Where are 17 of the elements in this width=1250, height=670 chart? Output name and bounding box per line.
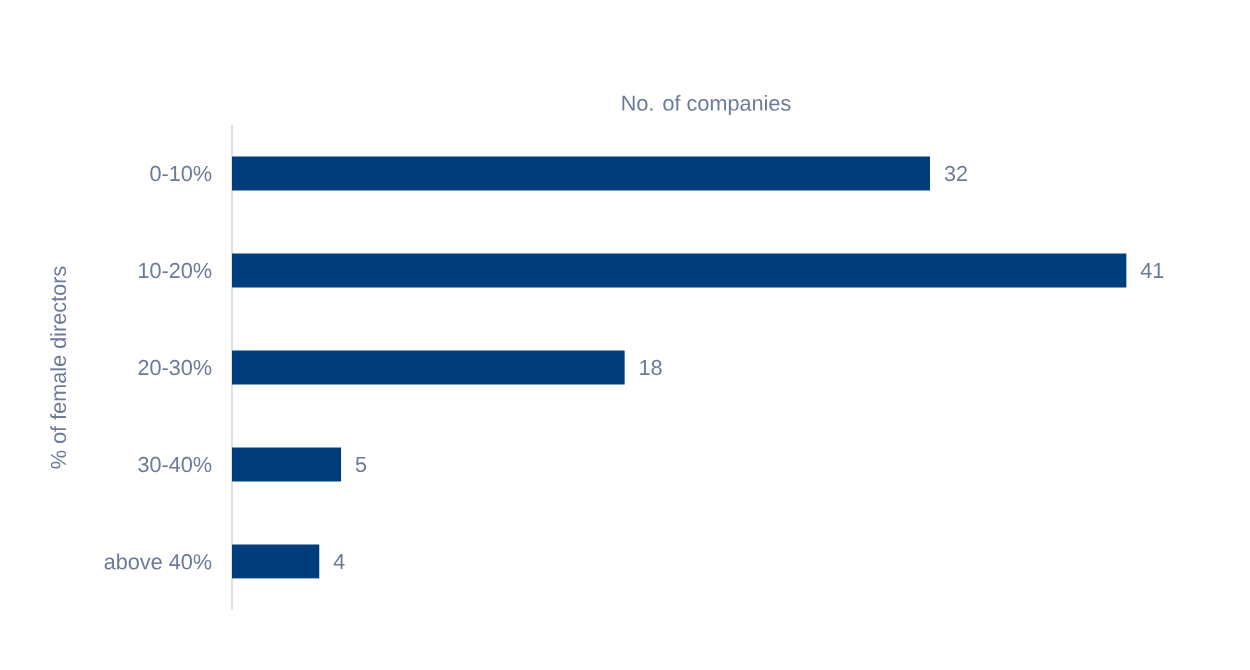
bar [232,253,1127,288]
x-axis-title: No. of companies [622,94,791,116]
y-tick-label: 30-40% [138,456,212,473]
bar [232,350,625,385]
y-tick-label: 0-10% [150,165,212,182]
data-label: 32 [944,165,967,182]
bar [232,544,320,579]
y-tick-label: above 40% [104,553,212,570]
bar [232,156,931,191]
data-label: 5 [355,456,367,473]
y-tick-label: 10-20% [139,262,212,279]
data-label: 41 [1140,263,1164,278]
bar [232,447,342,482]
y-tick-label: 20-30% [138,359,212,376]
data-label: 18 [640,359,662,376]
data-label: 4 [333,554,345,569]
y-axis-title: % of female directors [50,266,67,469]
